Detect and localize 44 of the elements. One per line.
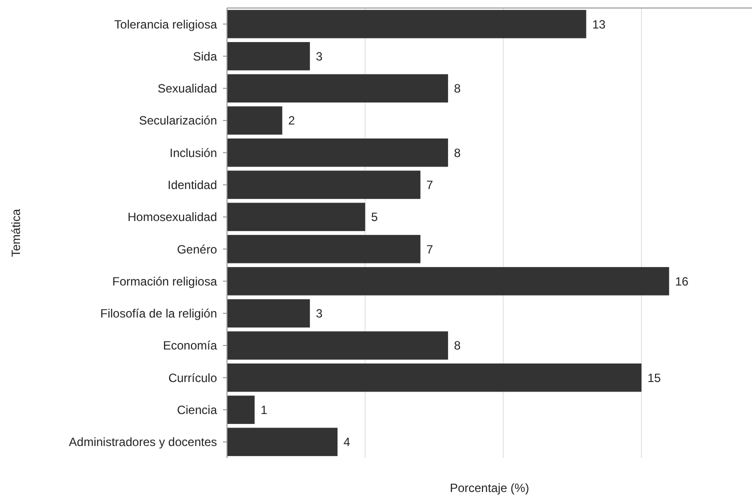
y-tick-label: Economía (162, 338, 218, 353)
data-label: 5 (371, 210, 378, 224)
y-tick-label: Filosofía de la religión (100, 306, 217, 321)
data-label: 3 (316, 49, 323, 64)
data-label: 8 (454, 338, 462, 353)
y-tick-label: Identidad (168, 178, 217, 192)
data-label: 2 (288, 114, 296, 128)
bar (227, 267, 670, 296)
y-tick-label: Tolerancia religiosa (114, 17, 218, 32)
bar (227, 202, 366, 232)
bar (227, 364, 642, 392)
data-label: 16 (675, 274, 689, 288)
data-label: 13 (592, 17, 606, 32)
data-label: 7 (426, 242, 434, 256)
data-label: 8 (454, 146, 462, 160)
y-tick-label: Sida (192, 49, 218, 64)
bar (227, 74, 448, 102)
data-label: 8 (454, 82, 462, 96)
data-label: 4 (344, 435, 351, 450)
data-label: 3 (316, 306, 323, 321)
x-axis-title: Porcentaje (%) (450, 481, 530, 495)
y-tick-label: Secularización (138, 114, 217, 128)
data-label: 1 (260, 402, 268, 417)
bar (227, 106, 282, 135)
y-tick-label: Formación religiosa (112, 274, 218, 288)
y-tick-label: Administradores y docentes (68, 435, 217, 450)
y-tick-label: Sexualidad (158, 82, 217, 96)
bar (227, 138, 448, 167)
y-tick-label: Currículo (168, 370, 218, 385)
y-axis-title: Temática (9, 208, 23, 258)
data-label: 15 (647, 370, 662, 385)
bar (227, 42, 310, 70)
y-tick-label: Ciencia (176, 402, 218, 417)
bar (227, 299, 310, 328)
bar (227, 396, 255, 424)
y-tick-label: Inclusión (170, 146, 217, 160)
bar (227, 234, 420, 264)
y-tick-label: Homosexualidad (128, 210, 217, 224)
bar (227, 331, 448, 360)
bar (227, 170, 420, 199)
y-tick-label: Genéro (176, 242, 218, 256)
bar (227, 428, 338, 456)
data-label: 7 (426, 178, 434, 192)
bar (227, 10, 586, 38)
